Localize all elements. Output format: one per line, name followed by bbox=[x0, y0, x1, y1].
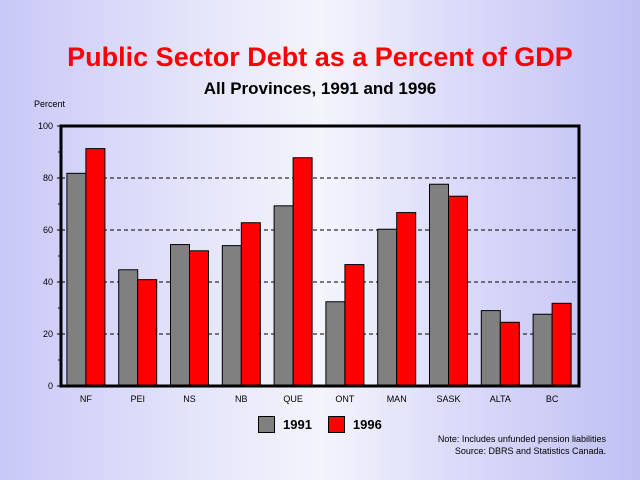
x-tick-label: ONT bbox=[335, 394, 355, 404]
bar-sask-1991 bbox=[429, 183, 449, 387]
legend-item-1991: 1991 bbox=[258, 416, 312, 433]
x-tick-label: MAN bbox=[387, 394, 407, 404]
source-text: Source: DBRS and Statistics Canada. bbox=[454, 446, 606, 456]
legend: 1991 1996 bbox=[258, 416, 382, 433]
x-tick-label: BC bbox=[546, 394, 559, 404]
bar-nb-1991 bbox=[221, 245, 242, 387]
bar-man-1991 bbox=[377, 228, 398, 387]
bar-que-1996 bbox=[292, 157, 313, 387]
bar-pei-1996 bbox=[137, 279, 158, 387]
x-tick-label: NB bbox=[235, 394, 248, 404]
legend-label-1991: 1991 bbox=[283, 417, 312, 432]
y-tick-label: 80 bbox=[43, 173, 53, 183]
bar-ont-1996 bbox=[344, 264, 365, 387]
note-text: Note: Includes unfunded pension liabilit… bbox=[437, 434, 606, 444]
plot-frame bbox=[59, 124, 581, 388]
chart-title: Public Sector Debt as a Percent of GDP bbox=[67, 42, 573, 72]
bar-nb-1996 bbox=[240, 222, 261, 387]
y-tick-label: 40 bbox=[43, 277, 53, 287]
bar-sask-1996 bbox=[448, 195, 468, 387]
bar-bc-1991 bbox=[532, 313, 553, 387]
y-tick-label: 60 bbox=[43, 225, 53, 235]
y-tick-label: 20 bbox=[43, 329, 53, 339]
x-tick-label: ALTA bbox=[490, 394, 511, 404]
chart-subtitle: All Provinces, 1991 and 1996 bbox=[203, 79, 437, 98]
bar-pei-1991 bbox=[118, 269, 139, 387]
y-tick-label: 0 bbox=[48, 381, 53, 391]
y-axis-label: Percent bbox=[34, 99, 66, 109]
bar-ns-1991 bbox=[170, 244, 190, 387]
legend-swatch-1996 bbox=[327, 416, 345, 433]
legend-swatch-1991 bbox=[258, 416, 275, 433]
x-tick-label: SASK bbox=[436, 394, 460, 404]
x-tick-label: PEI bbox=[130, 394, 145, 404]
bar-bc-1996 bbox=[551, 302, 572, 387]
bar-ont-1991 bbox=[325, 301, 346, 387]
bar-alta-1991 bbox=[480, 310, 501, 387]
bar-ns-1996 bbox=[189, 250, 209, 387]
legend-label-1996: 1996 bbox=[352, 417, 382, 432]
x-tick-label: NF bbox=[80, 394, 92, 404]
bar-alta-1996 bbox=[499, 321, 520, 387]
bar-nf-1996 bbox=[85, 148, 106, 387]
bar-que-1991 bbox=[273, 205, 294, 387]
y-tick-label: 100 bbox=[38, 121, 53, 131]
bar-nf-1991 bbox=[66, 172, 87, 387]
bar-man-1996 bbox=[396, 212, 417, 387]
x-tick-label: QUE bbox=[283, 394, 303, 404]
x-tick-label: NS bbox=[183, 394, 196, 404]
notes: Note: Includes unfunded pension liabilit… bbox=[438, 433, 606, 457]
legend-item-1996: 1996 bbox=[327, 416, 382, 433]
